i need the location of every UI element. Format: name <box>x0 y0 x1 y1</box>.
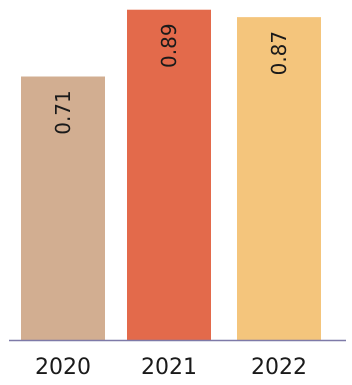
x-tick-label-2022: 2022 <box>251 355 307 380</box>
x-tick-label-2021: 2021 <box>141 355 197 380</box>
bar-2022 <box>237 17 321 341</box>
data-label-2022: 0.87 <box>267 31 291 76</box>
bar-2021 <box>127 9 211 340</box>
data-labels-group: 0.71 0.89 0.87 <box>51 23 291 134</box>
bar-2020 <box>21 76 105 340</box>
data-label-2021: 0.89 <box>157 23 181 68</box>
x-tick-label-2020: 2020 <box>35 355 91 380</box>
data-label-2020: 0.71 <box>51 90 75 135</box>
x-tick-labels-group: 2020 2021 2022 <box>35 355 307 380</box>
bars-group <box>21 9 321 341</box>
